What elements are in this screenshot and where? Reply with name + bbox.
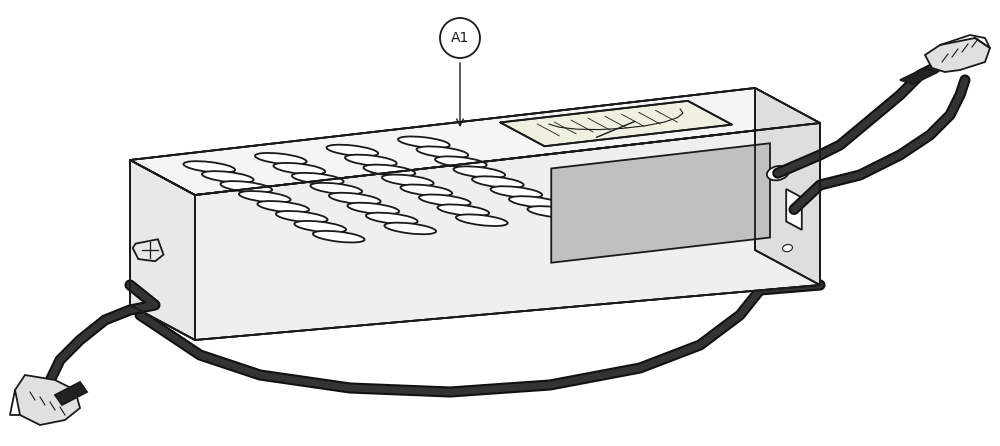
Polygon shape bbox=[195, 123, 820, 340]
Ellipse shape bbox=[454, 166, 505, 178]
Ellipse shape bbox=[384, 223, 436, 234]
Ellipse shape bbox=[509, 196, 561, 208]
Ellipse shape bbox=[417, 146, 468, 158]
Polygon shape bbox=[133, 239, 164, 261]
Ellipse shape bbox=[347, 203, 399, 215]
Ellipse shape bbox=[783, 244, 792, 252]
Ellipse shape bbox=[183, 161, 235, 173]
Ellipse shape bbox=[398, 136, 450, 148]
Polygon shape bbox=[130, 160, 195, 340]
Ellipse shape bbox=[456, 215, 508, 226]
Polygon shape bbox=[900, 68, 938, 84]
Ellipse shape bbox=[310, 183, 362, 194]
Polygon shape bbox=[551, 143, 770, 263]
Ellipse shape bbox=[313, 231, 365, 243]
Ellipse shape bbox=[767, 166, 789, 180]
Ellipse shape bbox=[294, 221, 346, 232]
Ellipse shape bbox=[202, 171, 254, 183]
Polygon shape bbox=[755, 88, 820, 285]
Ellipse shape bbox=[363, 165, 415, 176]
Ellipse shape bbox=[345, 155, 397, 166]
Ellipse shape bbox=[437, 204, 489, 216]
Polygon shape bbox=[786, 189, 802, 230]
Ellipse shape bbox=[329, 193, 381, 204]
Ellipse shape bbox=[435, 157, 487, 168]
Polygon shape bbox=[500, 101, 732, 146]
Ellipse shape bbox=[527, 206, 579, 218]
Polygon shape bbox=[925, 38, 990, 72]
Polygon shape bbox=[130, 88, 820, 195]
Circle shape bbox=[440, 18, 480, 58]
Ellipse shape bbox=[419, 194, 471, 206]
Ellipse shape bbox=[220, 181, 272, 193]
Ellipse shape bbox=[327, 145, 378, 156]
Ellipse shape bbox=[382, 174, 434, 186]
Polygon shape bbox=[15, 375, 80, 425]
Ellipse shape bbox=[255, 153, 307, 165]
Polygon shape bbox=[55, 382, 87, 405]
Ellipse shape bbox=[366, 213, 418, 224]
Text: A1: A1 bbox=[451, 31, 469, 45]
Ellipse shape bbox=[273, 163, 325, 174]
Ellipse shape bbox=[400, 185, 452, 196]
Ellipse shape bbox=[472, 176, 524, 188]
Ellipse shape bbox=[239, 191, 291, 202]
Ellipse shape bbox=[257, 201, 309, 213]
Ellipse shape bbox=[490, 186, 542, 198]
Ellipse shape bbox=[276, 211, 328, 223]
Ellipse shape bbox=[292, 173, 344, 185]
